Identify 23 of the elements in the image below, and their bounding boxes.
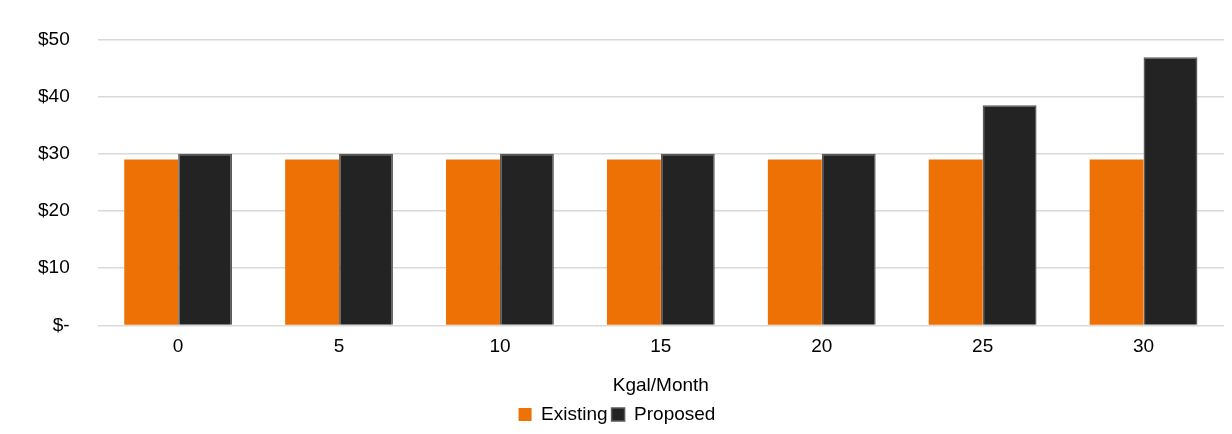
bar <box>446 159 500 325</box>
bar <box>928 159 983 325</box>
bar <box>1089 159 1144 325</box>
y-tick-label: $10 <box>38 256 70 278</box>
y-tick-label: $30 <box>38 142 70 164</box>
x-tick-label: 15 <box>650 335 672 357</box>
legend-label: Proposed <box>634 402 716 424</box>
y-tick-label: $20 <box>38 199 70 221</box>
bar <box>606 159 661 325</box>
x-tick-label: 20 <box>811 335 833 357</box>
y-tick-label: $- <box>52 313 70 335</box>
bar <box>767 159 822 325</box>
x-tick-label: 30 <box>1132 335 1155 357</box>
legend-label: Existing <box>541 402 608 424</box>
x-tick-label: 25 <box>972 335 994 357</box>
bar <box>285 159 340 325</box>
y-tick-label: $50 <box>38 27 70 49</box>
x-tick-label: 10 <box>489 335 511 357</box>
bar <box>124 159 179 325</box>
x-tick-label: 0 <box>172 335 184 357</box>
x-axis-title: Kgal/Month <box>612 373 709 395</box>
x-tick-label: 5 <box>333 335 345 357</box>
y-tick-label: $40 <box>38 84 70 106</box>
